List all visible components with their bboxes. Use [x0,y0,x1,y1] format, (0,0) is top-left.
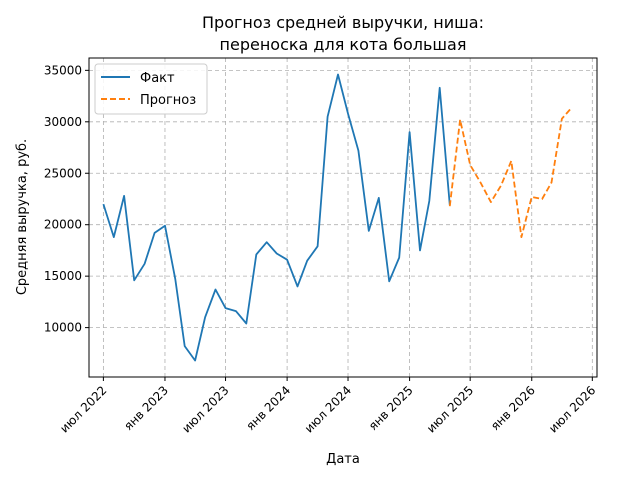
series-lines [102,73,573,362]
legend-label-fact: Факт [140,71,175,86]
legend-label-forecast: Прогноз [140,93,196,108]
chart-title: Прогноз средней выручки, ниша: переноска… [202,13,484,54]
series-line-fact [102,73,451,362]
y-tick-label: 10000 [44,321,82,335]
y-tick-label: 20000 [44,218,82,232]
y-axis-ticks: 10000 15000 20000 25000 30000 35000 [44,63,89,335]
chart-title-line-2: переноска для кота большая [220,35,467,54]
legend: Факт Прогноз [94,63,208,115]
y-tick-label: 15000 [44,269,82,283]
chart-title-line-1: Прогноз средней выручки, ниша: [202,13,484,32]
y-tick-label: 35000 [44,63,82,77]
y-tick-label: 25000 [44,166,82,180]
y-axis-label: Средняя выручка, руб. [15,139,30,295]
series-line-forecast [448,106,573,239]
x-axis-label: Дата [326,452,360,467]
y-tick-label: 30000 [44,115,82,129]
plot-area-frame [88,57,598,378]
